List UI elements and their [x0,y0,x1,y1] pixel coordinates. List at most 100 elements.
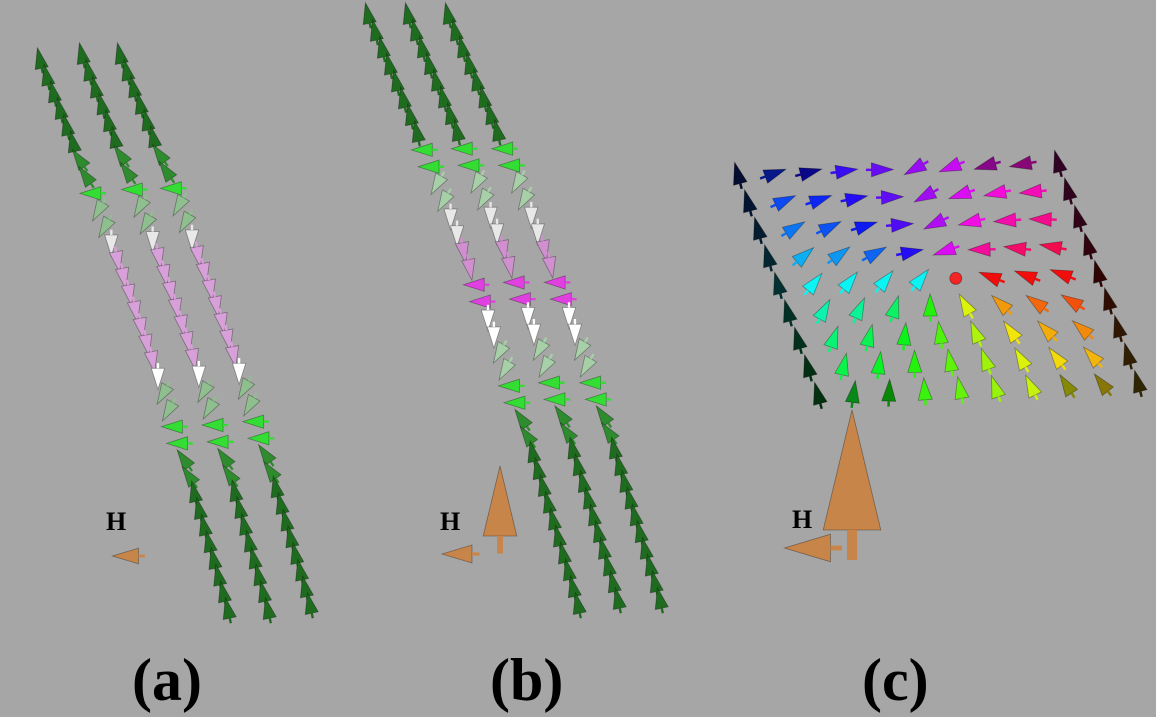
panel-c-skyrmion-lattice [733,148,1148,410]
spin-arrow-icon [492,118,507,143]
spin-arrow-stem [448,22,452,29]
spin-arrow-stem [368,22,372,29]
spin-arrow-icon [649,569,664,594]
spin-arrow-stem [247,375,253,382]
spin-arrow-stem [953,245,960,250]
spin-arrow-icon [270,474,285,499]
spin-arrow-stem [565,422,571,428]
spin-arrow-stem [895,252,902,257]
spin-arrow-icon [461,257,476,282]
spin-arrow-icon [197,380,215,404]
spin-arrow-icon [290,541,305,566]
spin-arrow-stem [140,112,145,119]
spin-arrow-icon [552,524,568,548]
spin-arrow-icon [78,186,102,201]
spin-arrow-icon [450,141,473,156]
spin-arrow-stem [274,477,280,484]
spin-arrow-icon [937,156,963,173]
spin-arrow-stem [498,139,502,146]
spin-arrow-icon [202,396,221,421]
spin-arrow-icon [890,217,915,233]
spin-arrow-icon [159,181,182,196]
spin-arrow-icon [34,46,49,71]
spin-arrow-icon [41,63,56,87]
field-arrow-icon [111,547,139,565]
spin-arrow-stem [749,210,753,217]
spin-arrow-icon [595,404,615,428]
spin-arrow-stem [1060,247,1067,251]
spin-arrow-stem [959,160,966,165]
spin-arrow-icon [457,34,472,59]
spin-arrow-icon [954,375,970,401]
spin-arrow-icon [246,431,270,446]
spin-arrow-stem [268,617,272,624]
spin-arrow-stem [127,79,131,86]
spin-arrow-icon [497,158,520,173]
spin-arrow-stem [184,327,188,333]
spin-arrow-stem [131,296,136,302]
spin-arrow-stem [1030,160,1037,164]
spin-arrow-icon [83,58,98,82]
spin-arrow-icon [76,41,91,66]
field-label-a: H [106,507,126,536]
spin-arrow-stem [1052,336,1058,342]
spin-arrow-stem [940,343,944,350]
spin-arrow-icon [834,164,860,180]
spin-arrow-icon [478,85,493,109]
spin-arrow-icon [501,255,516,280]
spin-arrow-stem [1070,276,1077,281]
spin-arrow-icon [464,51,479,76]
spin-arrow-stem [429,73,434,79]
spin-arrow-icon [1013,270,1039,287]
spin-arrow-icon [853,221,879,236]
spin-arrow-stem [457,139,462,146]
spin-arrow-icon [114,41,129,66]
spin-arrow-stem [228,464,234,471]
spin-arrow-icon [61,113,76,137]
spin-arrow-stem [171,397,177,404]
field-label-b: H [440,507,460,536]
spin-arrow-icon [612,586,627,611]
spin-arrow-icon [798,167,824,182]
spin-arrow-icon [416,159,440,174]
spin-arrow-icon [1093,372,1115,397]
field-arrow-icon [783,533,831,563]
spin-arrow-icon [933,320,949,345]
spin-arrow-stem [487,186,492,193]
spin-arrow-stem [484,106,488,113]
spin-arrow-icon [870,162,895,178]
spin-arrow-icon [490,141,514,156]
spin-arrow-icon [498,357,517,382]
spin-arrow-icon [538,354,557,379]
spin-arrow-icon [176,448,196,472]
spin-arrow-stem [408,22,412,29]
spin-arrow-icon [437,85,453,109]
spin-arrow-icon [870,350,886,375]
spin-arrow-icon [602,553,618,577]
spin-arrow-stem [102,113,106,119]
spin-arrow-icon [537,473,552,498]
spin-arrow-stem [779,293,783,300]
spin-arrow-stem [167,276,171,283]
spin-arrow-stem [1059,171,1063,178]
spin-arrow-stem [170,177,176,184]
spin-arrow-stem [999,279,1006,284]
spin-arrow-stem [739,183,743,190]
spin-arrow-stem [805,201,812,206]
spin-arrow-stem [47,84,51,91]
spin-arrow-icon [442,1,457,26]
spin-arrow-stem [1034,277,1041,282]
spin-arrow-icon [813,380,828,406]
spin-arrow-stem [861,256,868,262]
spin-arrow-stem [780,232,787,238]
spin-arrow-icon [1048,269,1074,285]
spin-arrow-stem [450,123,455,129]
spin-arrow-icon [222,596,237,621]
spin-arrow-icon [257,443,277,467]
spin-arrow-icon [48,79,63,104]
spin-arrow-icon [899,246,925,262]
spin-arrow-icon [152,143,171,167]
spin-arrow-stem [194,241,198,247]
